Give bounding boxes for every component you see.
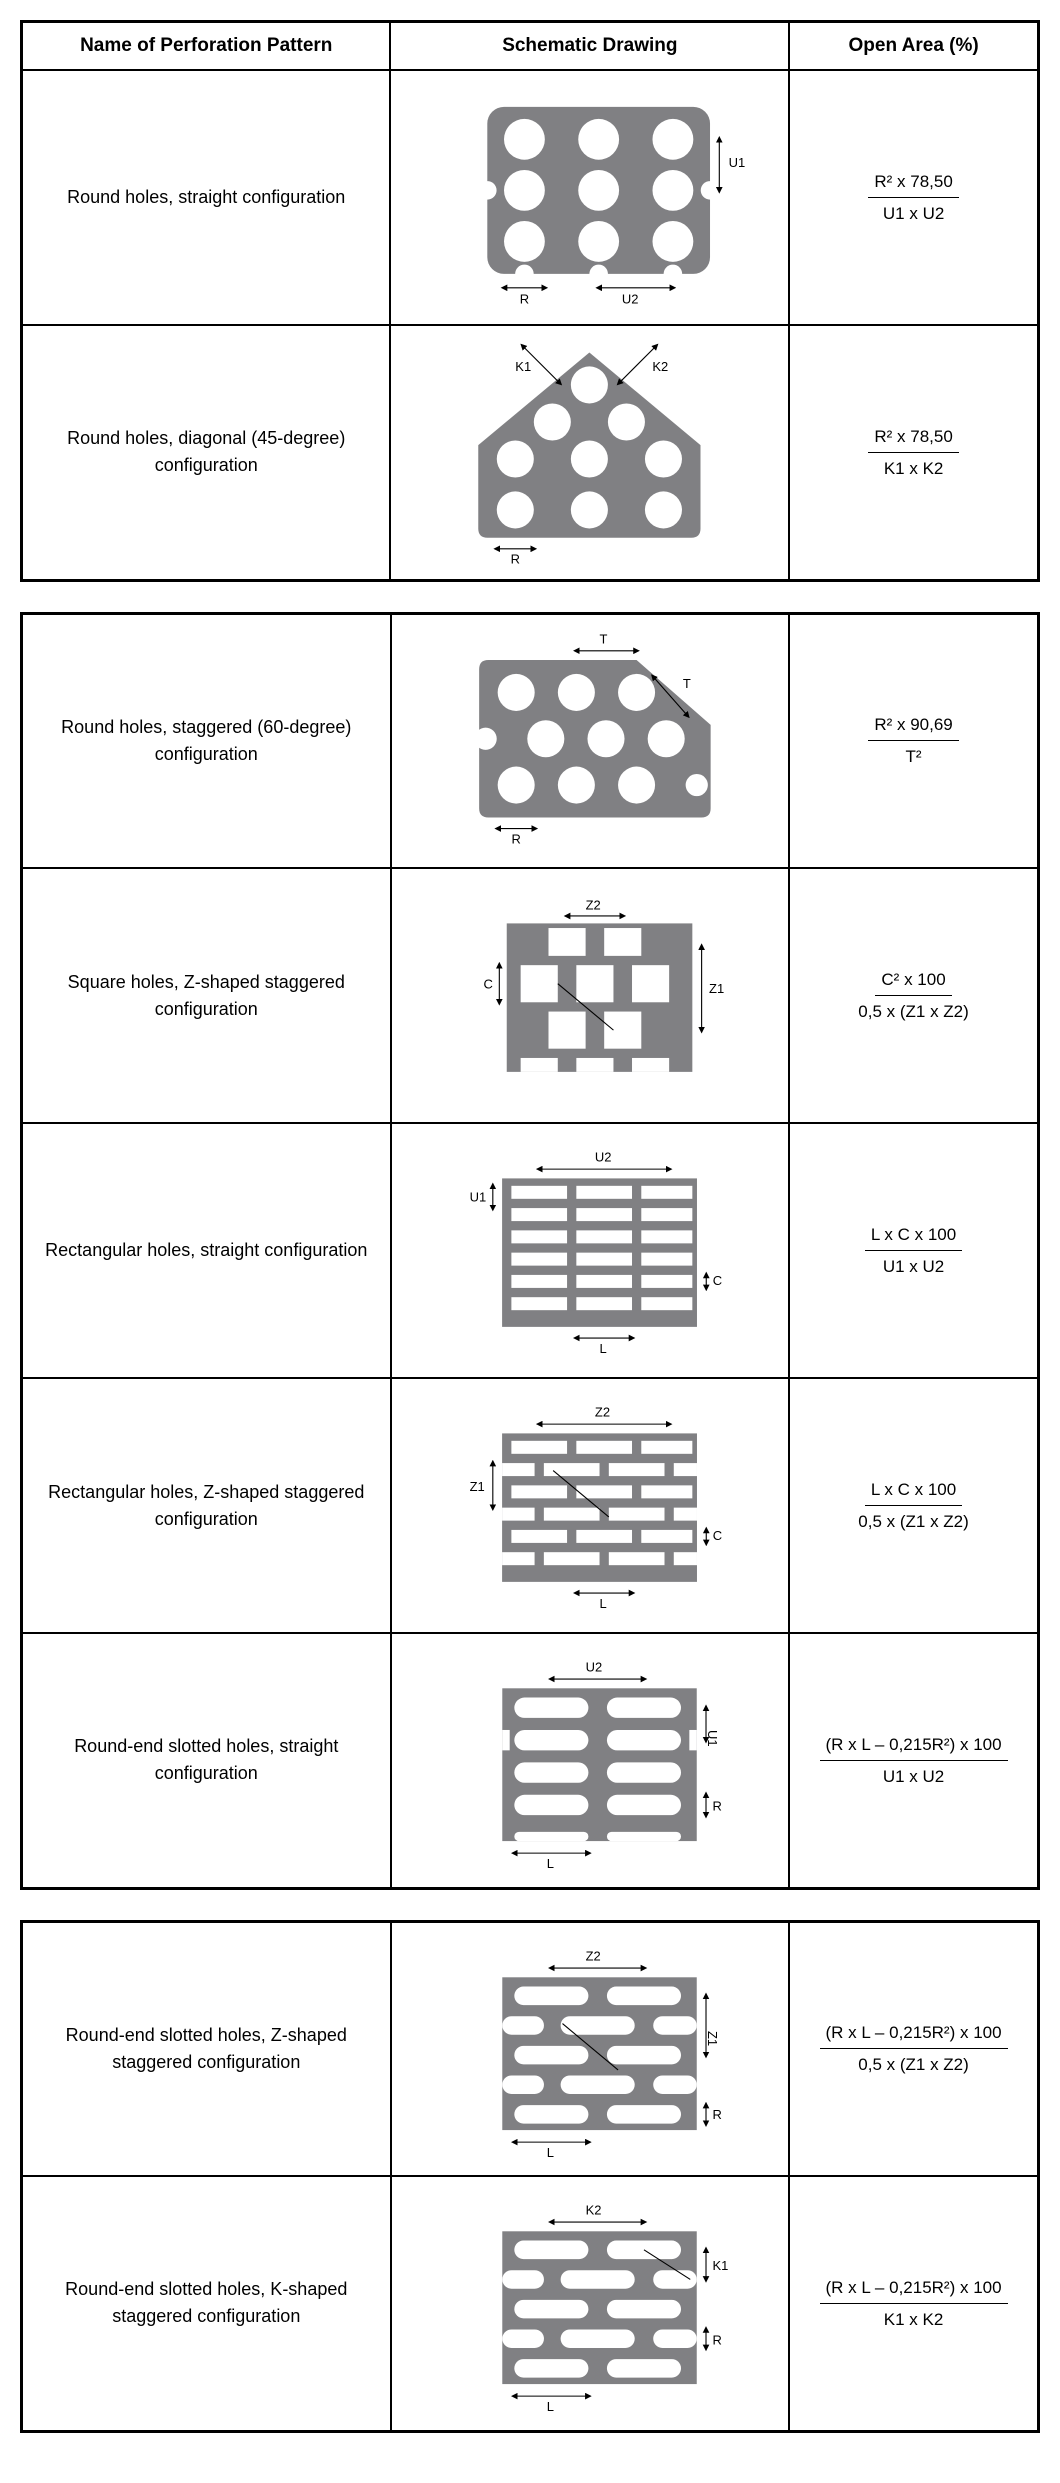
pattern-name: Round-end slotted holes, K-shaped stagge… [22, 2176, 391, 2431]
schematic-drawing: K1 K2 R [390, 325, 789, 580]
svg-text:K2: K2 [585, 2203, 601, 2218]
svg-text:Z2: Z2 [585, 1948, 600, 1963]
table-row: Round-end slotted holes, K-shaped stagge… [22, 2176, 1039, 2431]
perforation-table-2: Round holes, staggered (60-degree) confi… [20, 612, 1040, 1890]
table-row: Round holes, straight configuration [22, 70, 1039, 325]
svg-text:R: R [712, 2332, 721, 2347]
svg-text:U1: U1 [729, 155, 746, 170]
header-drawing: Schematic Drawing [390, 22, 789, 71]
table-row: Round holes, staggered (60-degree) confi… [22, 613, 1039, 868]
table-row: Round-end slotted holes, Z-shaped stagge… [22, 1921, 1039, 2176]
svg-text:U2: U2 [585, 1660, 602, 1675]
table-row: Round-end slotted holes, straight config… [22, 1633, 1039, 1888]
svg-text:R: R [712, 1799, 721, 1814]
svg-text:L: L [546, 1856, 553, 1871]
svg-text:U2: U2 [622, 292, 639, 307]
schematic-drawing: U2 U1 R L [391, 1633, 790, 1888]
svg-text:Z2: Z2 [585, 897, 600, 912]
rect-straight-icon: U2 U1 C L [402, 1132, 779, 1364]
schematic-drawing: U2 U1 C L [391, 1123, 790, 1378]
svg-text:L: L [546, 2144, 553, 2159]
slot-k-icon: K2 K1 R L [402, 2185, 779, 2417]
svg-text:R: R [511, 831, 520, 846]
svg-text:U2: U2 [594, 1150, 611, 1165]
pattern-name: Round holes, straight configuration [22, 70, 391, 325]
svg-text:L: L [599, 1341, 606, 1356]
pattern-name: Rectangular holes, straight configuratio… [22, 1123, 391, 1378]
table-row: Round holes, diagonal (45-degree) config… [22, 325, 1039, 580]
table-row: Rectangular holes, straight configuratio… [22, 1123, 1039, 1378]
pattern-name: Round-end slotted holes, straight config… [22, 1633, 391, 1888]
svg-text:R: R [712, 2106, 721, 2121]
schematic-drawing: Z2 Z1 C L [391, 1378, 790, 1633]
formula: (R x L – 0,215R²) x 100 0,5 x (Z1 x Z2) [789, 1921, 1038, 2176]
svg-text:T: T [599, 631, 607, 646]
pattern-name: Round holes, staggered (60-degree) confi… [22, 613, 391, 868]
round-straight-icon: U1 U2 R [401, 79, 778, 311]
square-z-icon: Z2 Z1 C [402, 877, 779, 1109]
svg-text:K1: K1 [712, 2258, 728, 2273]
pattern-name: Round-end slotted holes, Z-shaped stagge… [22, 1921, 391, 2176]
svg-text:Z2: Z2 [594, 1405, 609, 1420]
header-area: Open Area (%) [789, 22, 1038, 71]
schematic-drawing: T T R [391, 613, 790, 868]
pattern-name: Round holes, diagonal (45-degree) config… [22, 325, 391, 580]
schematic-drawing: U1 U2 R [390, 70, 789, 325]
svg-text:Z1: Z1 [709, 981, 724, 996]
slot-straight-icon: U2 U1 R L [402, 1642, 779, 1874]
header-name: Name of Perforation Pattern [22, 22, 391, 71]
svg-text:L: L [546, 2399, 553, 2414]
pattern-name: Square holes, Z-shaped staggered configu… [22, 868, 391, 1123]
svg-text:R: R [520, 292, 529, 307]
schematic-drawing: Z2 Z1 R L [391, 1921, 790, 2176]
svg-text:C: C [483, 976, 492, 991]
svg-text:K1: K1 [516, 359, 532, 374]
formula: R² x 78,50 U1 x U2 [789, 70, 1038, 325]
schematic-drawing: Z2 Z1 C [391, 868, 790, 1123]
round-diagonal-icon: K1 K2 R [401, 334, 778, 566]
formula: R² x 78,50 K1 x K2 [789, 325, 1038, 580]
formula: L x C x 100 0,5 x (Z1 x Z2) [789, 1378, 1038, 1633]
table-row: Square holes, Z-shaped staggered configu… [22, 868, 1039, 1123]
schematic-drawing: K2 K1 R L [391, 2176, 790, 2431]
svg-text:C: C [712, 1273, 721, 1288]
formula: C² x 100 0,5 x (Z1 x Z2) [789, 868, 1038, 1123]
svg-text:R: R [511, 552, 520, 566]
svg-text:U1: U1 [705, 1730, 720, 1747]
formula: (R x L – 0,215R²) x 100 U1 x U2 [789, 1633, 1038, 1888]
svg-text:L: L [599, 1596, 606, 1611]
perforation-table-3: Round-end slotted holes, Z-shaped stagge… [20, 1920, 1040, 2433]
svg-text:Z1: Z1 [469, 1479, 484, 1494]
slot-z-icon: Z2 Z1 R L [402, 1931, 779, 2163]
formula: (R x L – 0,215R²) x 100 K1 x K2 [789, 2176, 1038, 2431]
round-staggered-icon: T T R [402, 623, 779, 855]
perforation-table-1: Name of Perforation Pattern Schematic Dr… [20, 20, 1040, 582]
formula: L x C x 100 U1 x U2 [789, 1123, 1038, 1378]
svg-text:U1: U1 [469, 1190, 486, 1205]
svg-text:K2: K2 [653, 359, 669, 374]
table-row: Rectangular holes, Z-shaped staggered co… [22, 1378, 1039, 1633]
pattern-name: Rectangular holes, Z-shaped staggered co… [22, 1378, 391, 1633]
svg-text:Z1: Z1 [705, 2031, 720, 2046]
svg-text:T: T [682, 675, 690, 690]
formula: R² x 90,69 T² [789, 613, 1038, 868]
rect-z-icon: Z2 Z1 C L [402, 1387, 779, 1619]
svg-text:C: C [712, 1528, 721, 1543]
